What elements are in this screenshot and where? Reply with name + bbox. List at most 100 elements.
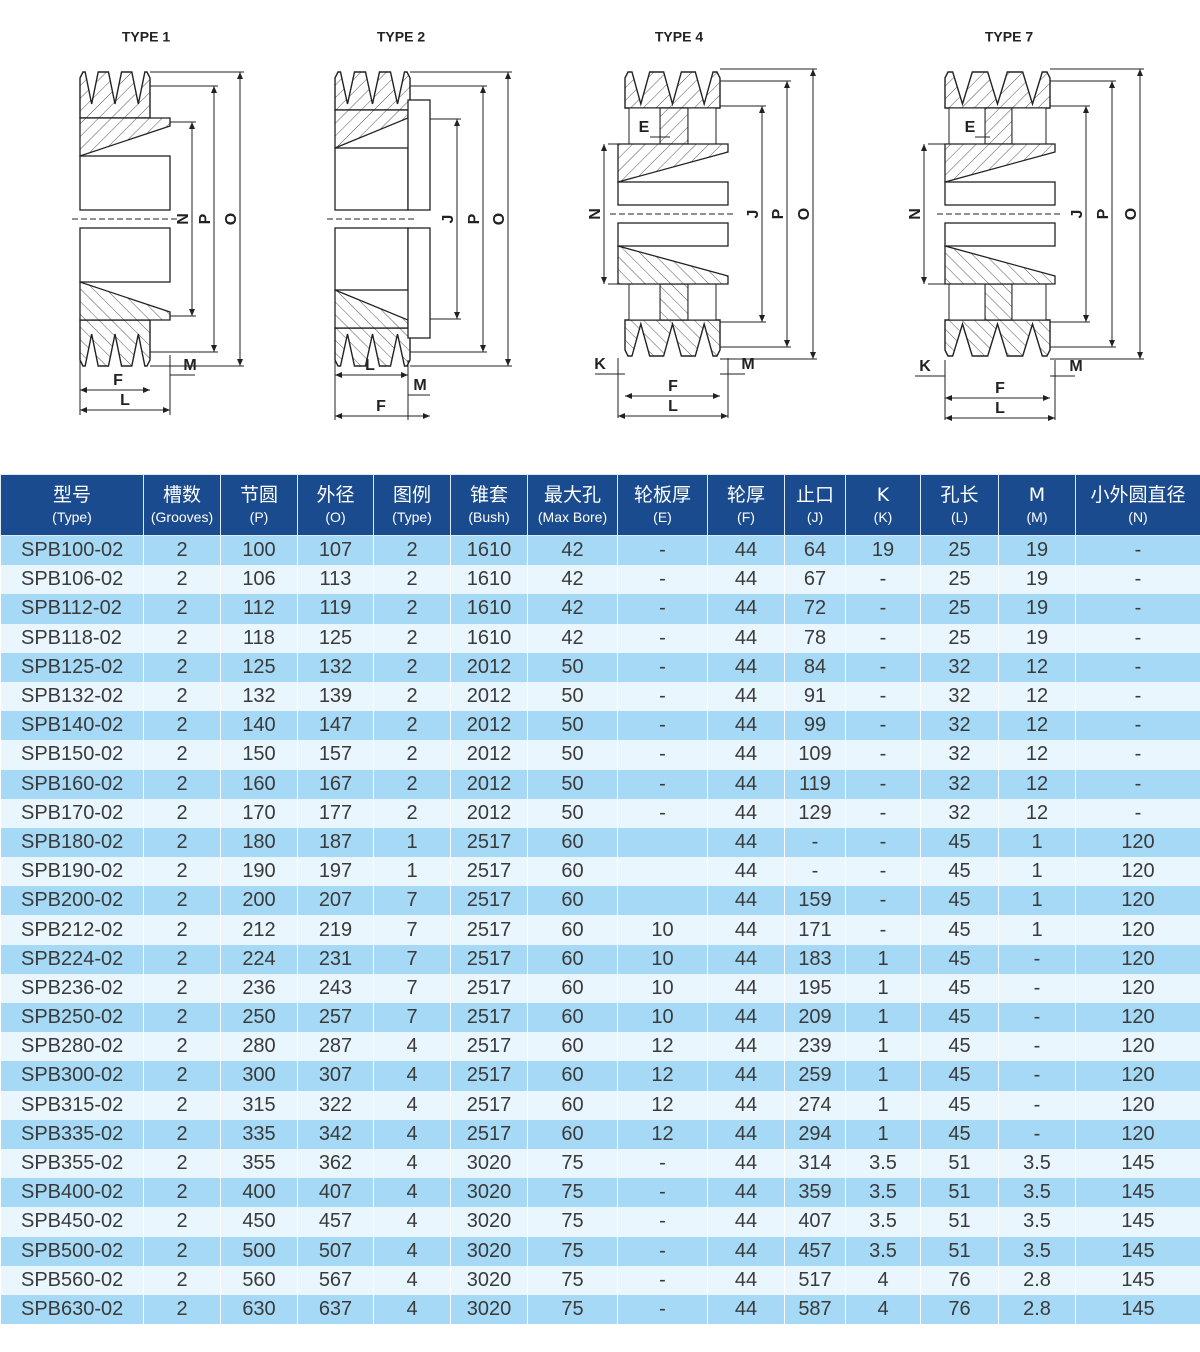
table-cell: - xyxy=(1075,535,1200,566)
flange xyxy=(407,99,431,211)
table-cell: 315 xyxy=(220,1090,298,1120)
table-cell: 145 xyxy=(1075,1148,1200,1179)
column-header: 轮厚 (F) xyxy=(707,474,785,536)
table-cell: 75 xyxy=(527,1178,618,1208)
table-cell: 1 xyxy=(998,857,1076,887)
table-row: SPB190-02 2 190 197 1 2517 60 44- -45 1 120 xyxy=(0,857,1200,887)
table-cell: 4 xyxy=(373,1265,451,1295)
table-cell: 44 xyxy=(707,915,785,945)
table-cell: - xyxy=(617,798,708,828)
column-header: 止口 (J) xyxy=(784,474,846,536)
table-cell: 274 xyxy=(784,1090,846,1120)
dimension-label-L: L xyxy=(995,400,1005,417)
table-cell: 2 xyxy=(373,535,451,566)
table-cell: 76 xyxy=(920,1294,999,1325)
table-cell: 2 xyxy=(373,740,451,770)
table-cell: - xyxy=(617,652,708,682)
drawing-title: TYPE 2 xyxy=(377,29,425,45)
table-row: SPB224-02 2 224 231 7 2517 60 10 44 183 1 45-120 xyxy=(0,944,1200,974)
groove-rim xyxy=(624,71,721,109)
table-cell: 129 xyxy=(784,798,846,828)
table-cell: 7 xyxy=(373,1003,451,1033)
table-cell: 457 xyxy=(297,1207,374,1237)
table-cell: 10 xyxy=(617,1003,708,1033)
table-cell: 44 xyxy=(707,1148,785,1179)
table-cell: 257 xyxy=(297,1003,374,1033)
table-cell: 44 xyxy=(707,798,785,828)
table-cell: 119 xyxy=(784,769,846,799)
table-cell: 3.5 xyxy=(845,1178,921,1208)
table-cell: 50 xyxy=(527,681,618,712)
table-cell: 3.5 xyxy=(998,1178,1076,1208)
table-cell: SPB280-02 xyxy=(0,1032,144,1062)
table-row: SPB100-02 2 100 107 2 1610 42-44 64 19 25 19- xyxy=(0,535,1200,566)
table-cell: 147 xyxy=(297,711,374,741)
table-cell: 2517 xyxy=(450,1119,528,1149)
table-cell: 120 xyxy=(1075,1119,1200,1149)
table-cell: 78 xyxy=(784,623,846,653)
table-cell: 400 xyxy=(220,1178,298,1208)
table-cell: - xyxy=(617,1207,708,1237)
header-en: (L) xyxy=(950,509,969,525)
pulley-half xyxy=(617,71,729,206)
header-en: (J) xyxy=(806,509,824,525)
table-row: SPB125-02 2 125 132 2 2012 50-44 84-32 12- xyxy=(0,652,1200,682)
dimension-label-N: N xyxy=(587,208,604,220)
table-cell: 3.5 xyxy=(845,1148,921,1179)
table-cell: 1 xyxy=(845,1032,921,1062)
table-cell: 60 xyxy=(527,1003,618,1033)
table-cell: 3020 xyxy=(450,1294,528,1325)
table-cell: 44 xyxy=(707,857,785,887)
table-cell: 75 xyxy=(527,1236,618,1266)
table-cell: 45 xyxy=(920,857,999,887)
table-cell: 44 xyxy=(707,944,785,974)
pulley-half xyxy=(79,227,171,367)
table-cell: 32 xyxy=(920,711,999,741)
table-cell: 1 xyxy=(373,857,451,887)
drawing-title: TYPE 1 xyxy=(122,29,170,45)
table-cell: 2517 xyxy=(450,1090,528,1120)
dimension-label-P: P xyxy=(466,213,483,224)
table-cell: 7 xyxy=(373,915,451,945)
groove-rim xyxy=(944,319,1051,357)
table-cell: SPB250-02 xyxy=(0,1003,144,1033)
header-cn: 型号 xyxy=(52,484,91,507)
table-cell: 19 xyxy=(998,623,1076,653)
table-cell: 140 xyxy=(220,711,298,741)
flange xyxy=(407,227,431,339)
dimension-label-E: E xyxy=(639,119,650,136)
table-cell: 1 xyxy=(998,915,1076,945)
pulley-type-2 xyxy=(334,71,431,367)
table-cell: 45 xyxy=(920,886,999,916)
table-cell: 125 xyxy=(297,623,374,653)
table-cell: 112 xyxy=(220,594,298,624)
table-cell: 12 xyxy=(998,681,1076,712)
header-en: (Bush) xyxy=(468,509,510,525)
pulley-type-7 xyxy=(944,71,1056,357)
table-cell: - xyxy=(998,1090,1076,1120)
table-cell: 195 xyxy=(784,973,846,1003)
table-row: SPB355-02 2 355 362 4 3020 75-44 314 3.5 51 3.5 145 xyxy=(0,1148,1200,1179)
table-cell: 25 xyxy=(920,535,999,566)
table-cell: 120 xyxy=(1075,944,1200,974)
table-cell: 145 xyxy=(1075,1236,1200,1266)
column-header: 最大孔 (Max Bore) xyxy=(527,474,618,536)
table-cell: 183 xyxy=(784,944,846,974)
table-cell: 42 xyxy=(527,565,618,595)
table-cell: 190 xyxy=(220,857,298,887)
table-cell: 2 xyxy=(143,565,221,595)
table-cell: 42 xyxy=(527,535,618,566)
table-cell: SPB300-02 xyxy=(0,1061,144,1091)
table-cell xyxy=(617,857,708,887)
table-cell: 145 xyxy=(1075,1207,1200,1237)
table-cell: - xyxy=(845,798,921,828)
table-cell: SPB125-02 xyxy=(0,652,144,682)
table-cell: 2 xyxy=(373,594,451,624)
header-en: (M) xyxy=(1026,509,1048,525)
table-cell: - xyxy=(617,1265,708,1295)
table-cell: 50 xyxy=(527,711,618,741)
table-cell: 180 xyxy=(220,827,298,858)
table-cell: 50 xyxy=(527,798,618,828)
table-cell: - xyxy=(845,623,921,653)
table-cell: 1 xyxy=(998,886,1076,916)
